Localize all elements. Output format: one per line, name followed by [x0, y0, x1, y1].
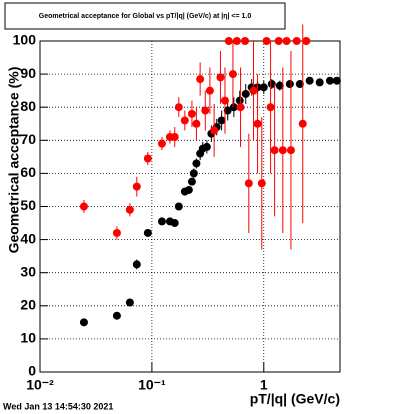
- data-point: [112, 228, 121, 237]
- data-point: [305, 76, 314, 85]
- data-point: [259, 83, 268, 92]
- data-point: [217, 116, 226, 125]
- data-point: [132, 182, 141, 191]
- data-point: [292, 37, 301, 45]
- data-point: [132, 260, 141, 269]
- data-point: [174, 103, 183, 112]
- data-point: [275, 81, 284, 90]
- data-point: [223, 106, 232, 115]
- data-point: [192, 159, 201, 168]
- y-tick-label: 70: [20, 131, 36, 147]
- y-tick-label: 80: [20, 98, 36, 114]
- data-point: [216, 73, 225, 82]
- y-tick-label: 90: [20, 65, 36, 81]
- data-point: [253, 119, 262, 128]
- data-point: [278, 146, 287, 155]
- y-tick-label: 30: [20, 263, 36, 279]
- data-point: [298, 119, 307, 128]
- data-point: [232, 37, 241, 45]
- data-point: [170, 132, 179, 141]
- data-point: [157, 139, 166, 148]
- data-point: [274, 37, 283, 45]
- data-point: [257, 179, 266, 188]
- data-point: [286, 146, 295, 155]
- x-tick-label: 10⁻²: [26, 377, 54, 393]
- y-tick-label: 10: [20, 330, 36, 346]
- chart-title: Geometrical acceptance for Global vs pT/…: [39, 13, 252, 20]
- data-point: [224, 37, 233, 45]
- y-tick-label: 100: [13, 32, 37, 48]
- data-point: [266, 103, 275, 112]
- data-point: [235, 96, 244, 105]
- data-point: [325, 76, 334, 85]
- data-point: [295, 80, 304, 89]
- y-tick-label: 50: [20, 197, 36, 213]
- data-point: [285, 80, 294, 89]
- data-point: [174, 202, 183, 211]
- data-point: [112, 311, 121, 320]
- data-point: [79, 202, 88, 211]
- data-point: [143, 154, 152, 163]
- x-tick-label: 1: [260, 377, 268, 393]
- data-point: [187, 177, 196, 186]
- y-axis-label: Geometrical acceptance (%): [6, 67, 22, 254]
- x-tick-label: 10⁻¹: [138, 377, 166, 393]
- data-point: [236, 103, 245, 112]
- data-point: [196, 75, 205, 84]
- y-tick-label: 40: [20, 230, 36, 246]
- title-box: [4, 2, 286, 30]
- data-point: [270, 146, 279, 155]
- data-point: [220, 96, 229, 105]
- data-point: [184, 185, 193, 194]
- data-point: [228, 70, 237, 79]
- data-point: [332, 76, 341, 85]
- data-point: [187, 109, 196, 118]
- x-axis-label: pT/|q| (GeV/c): [250, 391, 340, 407]
- data-point: [241, 37, 250, 45]
- data-point: [180, 116, 189, 125]
- data-point: [143, 228, 152, 237]
- plot-frame: [39, 40, 341, 373]
- data-point: [241, 89, 250, 98]
- data-point: [189, 169, 198, 178]
- data-point: [192, 119, 201, 128]
- data-point: [244, 179, 253, 188]
- data-point: [205, 86, 214, 95]
- y-tick-label: 20: [20, 297, 36, 313]
- data-point: [210, 126, 219, 135]
- data-point: [229, 103, 238, 112]
- data-point: [125, 298, 134, 307]
- data-point: [249, 86, 258, 95]
- data-point: [79, 318, 88, 327]
- data-point: [170, 219, 179, 228]
- data-point: [302, 37, 311, 45]
- footer-date: Wed Jan 13 14:54:30 2021: [3, 401, 113, 411]
- data-point: [267, 80, 276, 89]
- data-point: [262, 37, 271, 45]
- data-point: [201, 106, 210, 115]
- data-point: [282, 37, 291, 45]
- data-point: [202, 142, 211, 151]
- data-point: [125, 205, 134, 214]
- data-point: [315, 78, 324, 87]
- y-tick-label: 60: [20, 164, 36, 180]
- y-tick-label: 0: [28, 363, 36, 379]
- data-point: [157, 217, 166, 226]
